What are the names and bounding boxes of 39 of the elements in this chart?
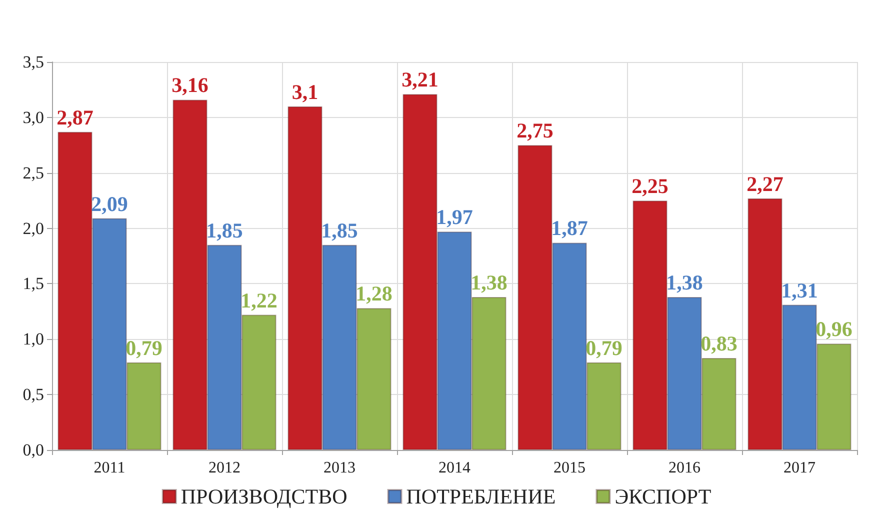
data-label: 1,38 <box>666 270 703 295</box>
legend-label: ПОТРЕБЛЕНИЕ <box>406 484 556 508</box>
data-label: 2,27 <box>746 172 784 196</box>
y-tick-label: 2,0 <box>22 218 44 238</box>
data-label: 2,25 <box>632 174 668 198</box>
data-label: 2,87 <box>56 105 94 130</box>
y-tick-label: 3,5 <box>22 52 44 72</box>
x-tick-label: 2016 <box>668 460 700 476</box>
data-label: 1,22 <box>240 288 278 312</box>
y-tick-label: 0,5 <box>22 385 44 404</box>
data-label: 0,79 <box>586 336 622 360</box>
legend-label: ЭКСПОРТ <box>614 484 712 508</box>
data-label: 3,1 <box>292 80 318 104</box>
data-label: 0,96 <box>816 317 852 342</box>
x-tick-label: 2015 <box>554 460 586 476</box>
data-label: 2,75 <box>516 118 554 143</box>
y-tick-label: 3,0 <box>22 108 44 127</box>
x-tick-label: 2017 <box>784 460 816 476</box>
data-label: 3,21 <box>402 68 438 92</box>
data-label: 0,83 <box>700 331 738 356</box>
y-tick-label: 2,5 <box>22 163 44 182</box>
y-tick-label: 0,0 <box>22 440 44 460</box>
data-label: 1,38 <box>470 270 508 295</box>
x-tick-label: 2012 <box>208 460 240 476</box>
data-label: 1,28 <box>356 282 392 306</box>
data-label: 1,87 <box>551 216 588 240</box>
data-label: 3,16 <box>172 73 208 98</box>
data-label: 0,79 <box>126 336 162 360</box>
data-label: 1,31 <box>781 278 818 302</box>
legend-label: ПРОИЗВОДСТВО <box>180 484 348 508</box>
x-tick-label: 2011 <box>94 460 126 476</box>
x-tick-label: 2013 <box>324 460 356 476</box>
data-label: 1,85 <box>321 218 358 242</box>
y-tick-label: 1,5 <box>22 274 44 294</box>
x-tick-label: 2014 <box>438 460 470 476</box>
data-label: 1,85 <box>206 218 243 242</box>
y-tick-label: 1,0 <box>22 330 44 349</box>
data-label: 2,09 <box>91 192 128 216</box>
data-label: 1,97 <box>436 205 473 230</box>
